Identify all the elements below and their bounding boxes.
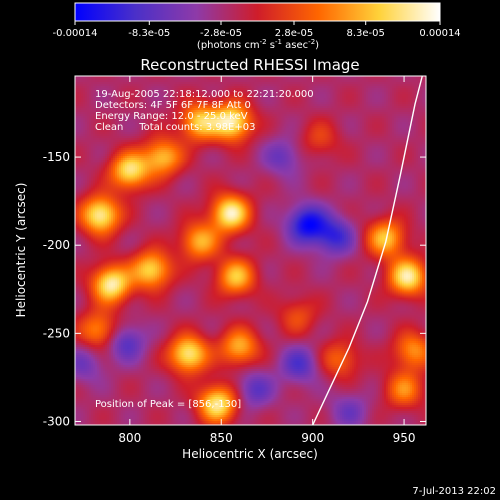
- x-tick-label: 950: [393, 431, 416, 445]
- y-tick-label: -150: [43, 150, 70, 164]
- annotation-block: 19-Aug-2005 22:18:12.000 to 22:21:20.000…: [95, 89, 314, 133]
- x-tick-label: 850: [210, 431, 233, 445]
- heatmap-image: [75, 76, 426, 425]
- annotation-energy-range: Energy Range: 12.0 - 25.0 keV: [95, 111, 248, 122]
- annotation-detectors: Detectors: 4F 5F 6F 7F 8F Att 0: [95, 100, 251, 111]
- colorbar-tick-label: 0.00014: [419, 28, 460, 39]
- colorbar-tick-label: 8.3e-05: [347, 28, 385, 39]
- y-tick-label: -300: [43, 414, 70, 428]
- y-axis-ticks: -150 -200 -250 -300: [43, 150, 426, 428]
- annotation-clean-counts: Clean Total counts: 3.98E+03: [95, 122, 255, 133]
- x-axis-ticks: 800 850 900 950: [118, 76, 416, 445]
- x-tick-label: 900: [301, 431, 324, 445]
- colorbar: [75, 3, 440, 21]
- y-axis-label: Heliocentric Y (arcsec): [14, 183, 28, 318]
- chart-title: Reconstructed RHESSI Image: [140, 56, 359, 74]
- y-tick-label: -250: [43, 326, 70, 340]
- peak-position-label: Position of Peak = [856,-130]: [95, 399, 241, 410]
- colorbar-unit-label: (photons cm-2 s-1 asec-2): [197, 38, 319, 51]
- timestamp: 7-Jul-2013 22:02: [412, 486, 496, 497]
- colorbar-tick-label: 2.8e-05: [275, 28, 313, 39]
- x-tick-label: 800: [118, 431, 141, 445]
- heatmap-canvas: [75, 76, 426, 425]
- solar-limb-line: [312, 76, 423, 425]
- colorbar-tick-label: -0.00014: [53, 28, 98, 39]
- colorbar-frame: [74, 2, 441, 22]
- plot-area: [75, 76, 426, 425]
- x-axis-label: Heliocentric X (arcsec): [182, 447, 318, 461]
- plot-frame: [74, 75, 427, 426]
- colorbar-ticks: -0.00014 -8.3e-05 -2.8e-05 2.8e-05 8.3e-05 0.…: [53, 21, 461, 39]
- y-tick-label: -200: [43, 238, 70, 252]
- colorbar-tick-label: -8.3e-05: [128, 28, 170, 39]
- colorbar-tick-label: -2.8e-05: [200, 28, 242, 39]
- annotation-time-range: 19-Aug-2005 22:18:12.000 to 22:21:20.000: [95, 89, 314, 100]
